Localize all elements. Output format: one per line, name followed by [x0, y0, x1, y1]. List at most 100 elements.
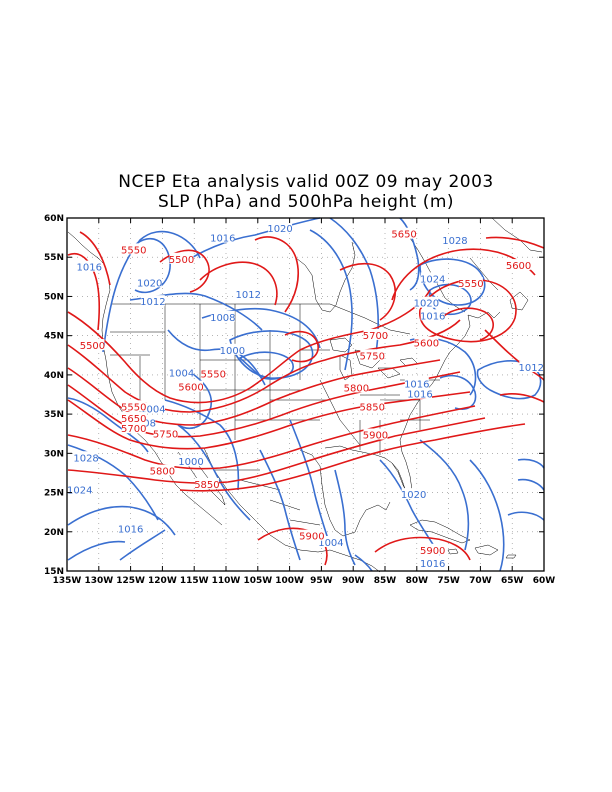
- x-tick-label: 120W: [148, 576, 177, 586]
- contour-label-bg: [80, 339, 105, 351]
- contour-label-bg: [169, 252, 194, 264]
- height-contour-label: 5700: [363, 331, 388, 342]
- contour-label-bg: [121, 412, 146, 424]
- chart-subtitle: SLP (hPa) and 500hPa height (m): [157, 192, 455, 212]
- x-tick-label: 105W: [243, 576, 272, 586]
- contour-label-bg: [236, 288, 261, 300]
- x-tick-label: 65W: [501, 576, 524, 586]
- x-tick-label: 80W: [406, 576, 429, 586]
- slp-contour-label: 1016: [77, 263, 102, 274]
- slp-contour-label: 1000: [178, 457, 203, 468]
- height-contour-label: 5900: [363, 431, 388, 442]
- contour-label-bg: [137, 276, 162, 288]
- height-contour-label: 5600: [414, 339, 439, 350]
- slp-isobar: [229, 330, 314, 379]
- slp-contour-label: 1012: [519, 363, 544, 374]
- x-tick-label: 75W: [437, 576, 460, 586]
- height-contour: [67, 417, 486, 484]
- height-contour-label: 5600: [178, 383, 203, 394]
- height-contour-label: 5550: [201, 369, 226, 380]
- contour-label-bg: [360, 349, 385, 361]
- contour-label-bg: [458, 277, 483, 289]
- slp-isobar: [177, 424, 251, 521]
- contour-label-bg: [344, 381, 369, 393]
- contour-label-bg: [420, 272, 445, 284]
- slp-isobar: [379, 459, 441, 556]
- height-contour-label: 5800: [344, 383, 369, 394]
- slp-isobar: [184, 217, 321, 263]
- contour-labels: 1020102810161016102010121012102410201016…: [67, 222, 544, 570]
- height-contour: [485, 236, 545, 249]
- contour-label-bg: [519, 361, 544, 373]
- x-tick-label: 130W: [84, 576, 113, 586]
- contour-label-bg: [140, 402, 165, 414]
- height-contour-label: 5650: [391, 230, 416, 241]
- slp-contour-label: 1004: [169, 369, 194, 380]
- contour-label-bg: [169, 366, 194, 378]
- slp-contour-label: 1008: [210, 313, 235, 324]
- slp-contour-label: 1020: [401, 490, 426, 501]
- slp-contour-label: 1024: [420, 274, 445, 285]
- contour-label-bg: [121, 422, 146, 434]
- slp-isobar: [517, 458, 545, 491]
- slp-isobar: [309, 229, 353, 371]
- height-contour-label: 5650: [121, 414, 146, 425]
- slp-isobar: [419, 439, 470, 551]
- contour-label-bg: [179, 455, 204, 467]
- contour-label-bg: [220, 343, 245, 355]
- contour-label-bg: [268, 222, 293, 234]
- height-contour: [79, 231, 111, 286]
- height-contour: [339, 262, 396, 321]
- slp-contour-label: 1016: [420, 311, 445, 322]
- contour-label-bg: [210, 231, 235, 243]
- y-tick-label: 60N: [44, 214, 64, 224]
- slp-isobar: [469, 459, 505, 572]
- slp-contour-label: 1004: [140, 405, 165, 416]
- height-contour: [374, 536, 471, 561]
- height-contour-label: 5500: [80, 341, 105, 352]
- contour-label-bg: [74, 451, 99, 463]
- slp-isobar: [177, 371, 212, 429]
- y-tick-label: 20N: [44, 528, 64, 538]
- slp-isobar: [167, 329, 266, 386]
- slp-isobar: [238, 351, 294, 380]
- height-contour-label: 5750: [153, 430, 178, 441]
- height-contour-label: 5900: [299, 532, 324, 543]
- contour-label-bg: [77, 260, 102, 272]
- contour-label-bg: [299, 529, 324, 541]
- contour-label-bg: [414, 296, 439, 308]
- x-tick-label: 125W: [116, 576, 145, 586]
- height-contour-label: 5800: [150, 467, 175, 478]
- contour-label-bg: [194, 477, 219, 489]
- contour-label-bg: [121, 243, 146, 255]
- slp-isobar: [67, 505, 176, 536]
- contour-label-bg: [392, 227, 417, 239]
- slp-isobar: [419, 258, 486, 306]
- slp-isobar: [164, 399, 240, 491]
- height-contour: [254, 236, 300, 313]
- slp-isobar: [289, 419, 331, 546]
- y-tick-label: 35N: [44, 410, 64, 420]
- contour-label-bg: [363, 328, 388, 340]
- slp-contour-label: 1016: [420, 559, 445, 570]
- y-tick-label: 25N: [44, 489, 64, 499]
- y-tick-label: 15N: [44, 567, 64, 577]
- height-contour-label: 5600: [506, 261, 531, 272]
- slp-contour-label: 1012: [140, 297, 165, 308]
- x-tick-label: 60W: [533, 576, 556, 586]
- height-contour: [284, 330, 319, 363]
- contour-label-bg: [401, 488, 426, 500]
- height-contour: [419, 279, 517, 343]
- slp-contour-label: 1016: [118, 525, 143, 536]
- contour-label-bg: [442, 233, 467, 245]
- slp-contour-label: 1016: [404, 380, 429, 391]
- slp-contour-label: 1016: [210, 234, 235, 245]
- x-tick-label: 95W: [310, 576, 333, 586]
- height-contour-label: 5900: [420, 546, 445, 557]
- height-contour-label: 5750: [360, 351, 385, 362]
- contour-label-bg: [360, 400, 385, 412]
- contour-label-bg: [118, 522, 143, 534]
- contour-label-bg: [318, 535, 343, 547]
- y-tick-label: 30N: [44, 449, 64, 459]
